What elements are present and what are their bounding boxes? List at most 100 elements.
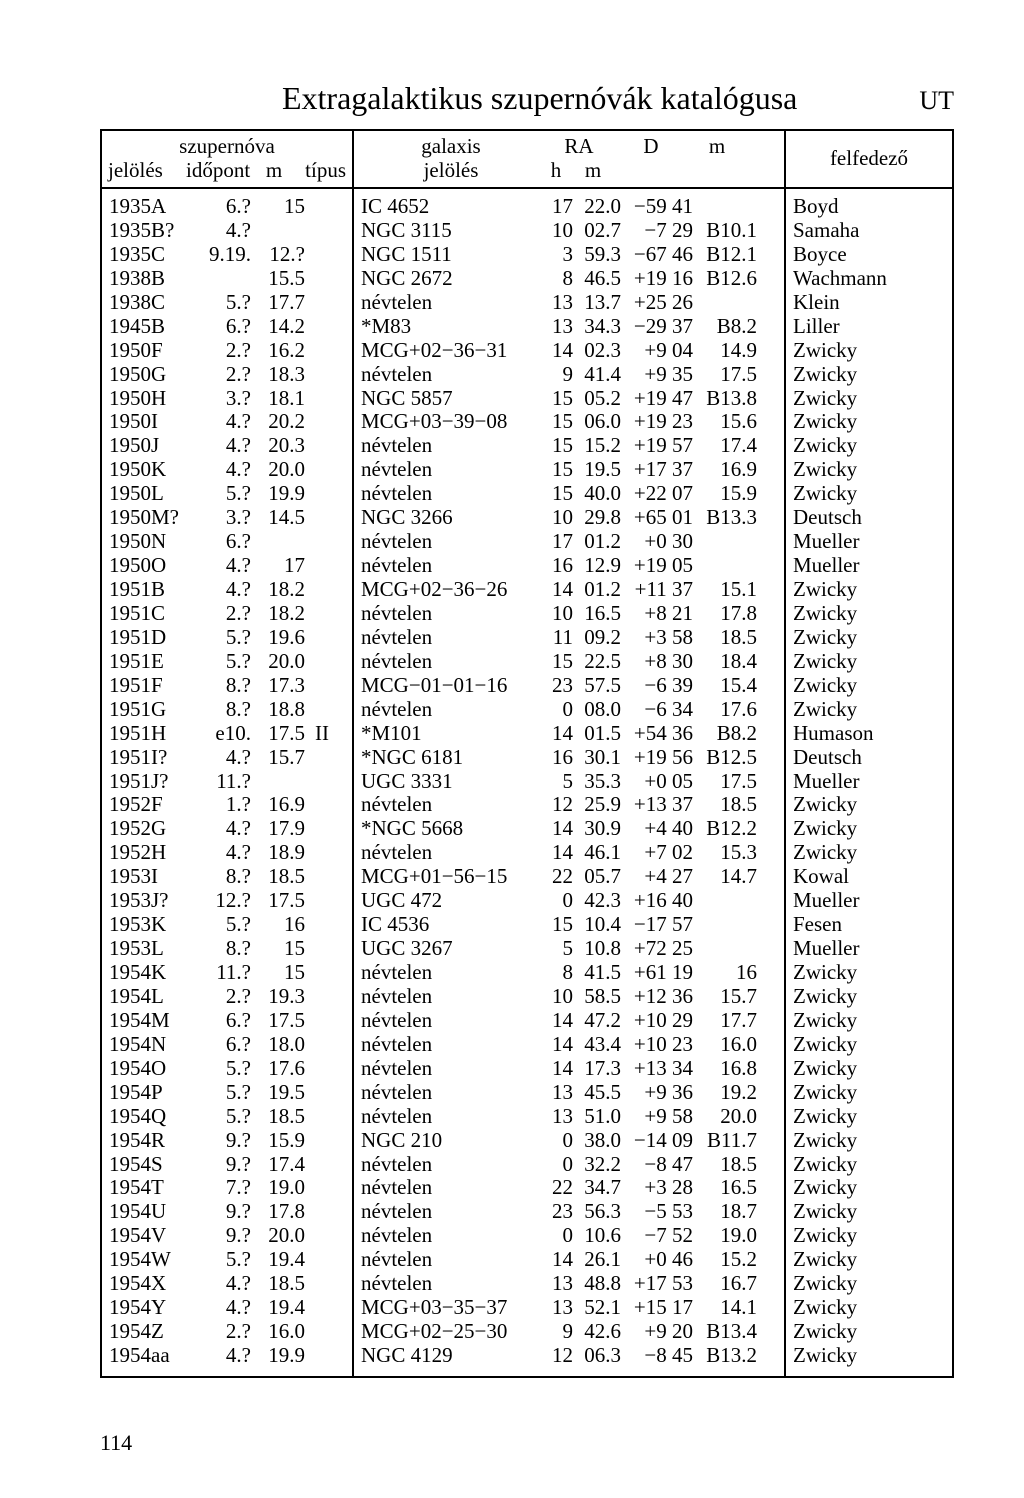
table-row: Zwicky xyxy=(792,1057,888,1081)
table-row: 1945B6.?14.2 xyxy=(108,315,338,339)
table-row: 1951B4.?18.2 xyxy=(108,578,338,602)
table-row: IC 45361510.4−17 57 xyxy=(360,913,758,937)
table-row: Zwicky xyxy=(792,961,888,985)
table-row: névtelen1519.5+17 3716.9 xyxy=(360,458,758,482)
table-row: 1954N6.?18.0 xyxy=(108,1033,338,1057)
table-row: 1950L5.?19.9 xyxy=(108,482,338,506)
table-row: névtelen1612.9+19 05 xyxy=(360,554,758,578)
table-row: Kowal xyxy=(792,865,888,889)
table-row: *M1011401.5+54 36B8.2 xyxy=(360,722,758,746)
table-row: 1954M6.?17.5 xyxy=(108,1009,338,1033)
table-row: 1950K4.?20.0 xyxy=(108,458,338,482)
table-row: 1953J?12.?17.5 xyxy=(108,889,338,913)
table-row: Zwicky xyxy=(792,482,888,506)
table-row: Liller xyxy=(792,315,888,339)
table-row: névtelen1447.2+10 2917.7 xyxy=(360,1009,758,1033)
table-row: Mueller xyxy=(792,937,888,961)
table-row: Zwicky xyxy=(792,1224,888,1248)
page-number: 114 xyxy=(100,1430,132,1456)
table-row: 1950J4.?20.3 xyxy=(108,434,338,458)
table-row: Zwicky xyxy=(792,841,888,865)
table-row: NGC 32661029.8+65 01B13.3 xyxy=(360,506,758,530)
table-row: Zwicky xyxy=(792,1344,888,1368)
table-row: Zwicky xyxy=(792,434,888,458)
table-row: Zwicky xyxy=(792,1009,888,1033)
table-row: *NGC 56681430.9+4 40B12.2 xyxy=(360,817,758,841)
table-disc: BoydSamahaBoyceWachmannKleinLillerZwicky… xyxy=(792,195,888,1368)
hdr-gal-m: m xyxy=(686,135,748,159)
table-row: NGC 1511359.3−67 46B12.1 xyxy=(360,243,758,267)
table-row: 1954P5.?19.5 xyxy=(108,1081,338,1105)
table-row: 1953L8.?15 xyxy=(108,937,338,961)
table-row: Zwicky xyxy=(792,458,888,482)
table-row: 1951He10.17.5II xyxy=(108,722,338,746)
table-row: névtelen1345.5+9 3619.2 xyxy=(360,1081,758,1105)
table-row: névtelen2356.3−5 5318.7 xyxy=(360,1200,758,1224)
table-row: 1954aa4.?19.9 xyxy=(108,1344,338,1368)
table-row: Zwicky xyxy=(792,817,888,841)
table-row: Wachmann xyxy=(792,267,888,291)
title-row: Extragalaktikus szupernóvák katalógusa U… xyxy=(100,80,954,117)
table-row: Zwicky xyxy=(792,1272,888,1296)
table-row: UGC 472042.3+16 40 xyxy=(360,889,758,913)
table-row: névtelen2234.7+3 2816.5 xyxy=(360,1176,758,1200)
hdr-sn-tipus: típus xyxy=(300,159,346,183)
table-row: Boyce xyxy=(792,243,888,267)
table-row: 1954U9.?17.8 xyxy=(108,1200,338,1224)
table-row: 1950G2.?18.3 xyxy=(108,363,338,387)
table-row: MCG+03−39−081506.0+19 2315.6 xyxy=(360,410,758,434)
table-row: MCG+02−25−30942.6+9 20B13.4 xyxy=(360,1320,758,1344)
table-row: Zwicky xyxy=(792,1296,888,1320)
table-row: MCG−01−01−162357.5−6 3915.4 xyxy=(360,674,758,698)
table-row: 1954R9.?15.9 xyxy=(108,1129,338,1153)
header-galaxy: galaxis RA D m jelölés h m xyxy=(354,131,784,189)
table-sn: 1935A6.?151935B?4.?1935C9.19.12.?1938B15… xyxy=(108,195,338,1368)
table-row: névtelen032.2−8 4718.5 xyxy=(360,1153,758,1177)
table-row: 1951J?11.? xyxy=(108,770,338,794)
document-page: Extragalaktikus szupernóvák katalógusa U… xyxy=(0,0,1024,1498)
page-title: Extragalaktikus szupernóvák katalógusa xyxy=(160,80,919,117)
table-row: NGC 2672846.5+19 16B12.6 xyxy=(360,267,758,291)
hdr-gal-h: h xyxy=(542,159,570,183)
ut-label: UT xyxy=(919,86,954,116)
body-galaxy: IC 46521722.0−59 41NGC 31151002.7−7 29B1… xyxy=(354,189,784,1376)
table-row: 1954T7.?19.0 xyxy=(108,1176,338,1200)
table-row: Zwicky xyxy=(792,363,888,387)
table-row: Boyd xyxy=(792,195,888,219)
table-row: 1952G4.?17.9 xyxy=(108,817,338,841)
table-row: Zwicky xyxy=(792,1248,888,1272)
table-row: Zwicky xyxy=(792,1105,888,1129)
table-row: Samaha xyxy=(792,219,888,243)
table-row: 1954K11.?15 xyxy=(108,961,338,985)
catalog-table: szupernóva jelölés időpont m típus 1935A… xyxy=(100,129,954,1378)
table-row: NGC 41291206.3−8 45B13.2 xyxy=(360,1344,758,1368)
table-row: Zwicky xyxy=(792,1153,888,1177)
table-row: névtelen1225.9+13 3718.5 xyxy=(360,793,758,817)
table-row: IC 46521722.0−59 41 xyxy=(360,195,758,219)
table-row: 1954W5.?19.4 xyxy=(108,1248,338,1272)
table-row: Mueller xyxy=(792,770,888,794)
table-row: névtelen1348.8+17 5316.7 xyxy=(360,1272,758,1296)
table-row: *NGC 61811630.1+19 56B12.5 xyxy=(360,746,758,770)
table-row: Deutsch xyxy=(792,746,888,770)
table-row: névtelen1417.3+13 3416.8 xyxy=(360,1057,758,1081)
table-row: Zwicky xyxy=(792,650,888,674)
table-row: 1954V9.?20.0 xyxy=(108,1224,338,1248)
table-row: 1935B?4.? xyxy=(108,219,338,243)
table-row: NGC 31151002.7−7 29B10.1 xyxy=(360,219,758,243)
table-row: névtelen1058.5+12 3615.7 xyxy=(360,985,758,1009)
table-row: 1938C5.?17.7 xyxy=(108,291,338,315)
header-supernova-top: szupernóva xyxy=(108,135,346,159)
hdr-sn-m: m xyxy=(248,159,300,183)
table-row: Zwicky xyxy=(792,793,888,817)
table-row: Humason xyxy=(792,722,888,746)
table-row: névtelen1016.5+8 2117.8 xyxy=(360,602,758,626)
hdr-sn-jeloles: jelölés xyxy=(108,159,186,183)
table-row: 1950O4.?17 xyxy=(108,554,338,578)
table-row: Zwicky xyxy=(792,1129,888,1153)
body-supernova: 1935A6.?151935B?4.?1935C9.19.12.?1938B15… xyxy=(102,189,352,1376)
hdr-gal-galaxis: galaxis xyxy=(360,135,542,159)
table-row: Mueller xyxy=(792,554,888,578)
table-row: MCG+02−36−261401.2+11 3715.1 xyxy=(360,578,758,602)
col-supernova: szupernóva jelölés időpont m típus 1935A… xyxy=(102,131,352,1376)
